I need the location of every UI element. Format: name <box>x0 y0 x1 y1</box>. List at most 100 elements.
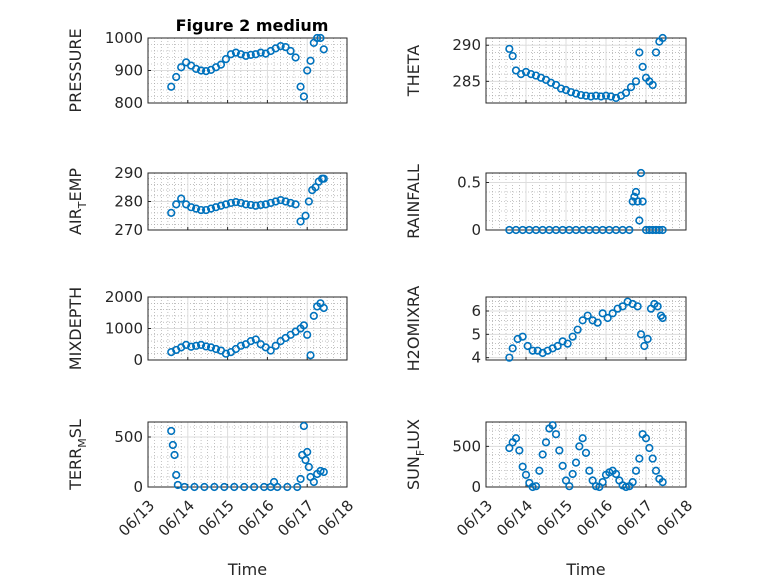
x-tick-label: 06/15 <box>533 497 576 540</box>
data-point <box>598 478 607 487</box>
data-point <box>286 46 295 56</box>
data-point <box>651 48 661 57</box>
data-point <box>625 225 634 235</box>
data-point <box>187 203 196 212</box>
y-tick-label: 800 <box>114 94 143 112</box>
data-point <box>261 200 270 209</box>
data-point <box>191 64 201 73</box>
axes-box <box>485 421 687 488</box>
data-point <box>523 341 532 351</box>
data-point <box>596 92 606 101</box>
data-point <box>631 187 641 197</box>
y-tick-label: 0 <box>133 478 143 496</box>
data-point <box>170 450 179 460</box>
data-point <box>226 50 236 59</box>
data-point <box>172 200 181 209</box>
data-point <box>563 339 572 348</box>
y-tick-label: 280 <box>114 193 143 211</box>
data-point <box>190 482 199 492</box>
data-point <box>306 351 315 360</box>
x-tick-label: 06/16 <box>573 497 616 540</box>
y-tick-label: 0 <box>471 221 481 239</box>
data-point <box>581 91 591 100</box>
data-point <box>172 72 181 82</box>
data-point <box>636 330 646 339</box>
data-point <box>618 302 627 311</box>
subplot-6: 4 5 6 H2OMIXRA <box>404 286 687 371</box>
data-point <box>553 341 562 351</box>
data-point <box>601 91 611 100</box>
data-point <box>556 84 566 93</box>
data-point <box>643 334 652 344</box>
data-point <box>246 50 255 60</box>
data-point <box>558 461 567 470</box>
data-point <box>250 482 259 492</box>
x-tick-label: 06/14 <box>155 497 198 540</box>
data-point <box>168 440 177 450</box>
data-point <box>633 197 642 206</box>
data-point <box>177 194 186 203</box>
data-point <box>196 66 206 75</box>
data-point <box>551 430 561 439</box>
data-point <box>583 311 592 320</box>
data-point <box>319 467 328 477</box>
data-point <box>638 197 647 206</box>
y-tick-label: 900 <box>114 62 143 80</box>
data-point <box>309 311 318 321</box>
data-point <box>648 454 657 463</box>
data-point <box>568 332 577 341</box>
data-point <box>304 462 313 472</box>
data-point <box>628 197 637 206</box>
y-tick-label: 0 <box>471 478 481 496</box>
data-point <box>581 448 591 457</box>
data-point <box>568 469 577 479</box>
data-point <box>578 316 587 325</box>
data-point <box>296 82 305 91</box>
y-tick-label: 1000 <box>105 320 143 338</box>
data-point <box>591 91 601 100</box>
data-point <box>505 443 514 453</box>
data-point <box>635 216 644 225</box>
data-point <box>241 200 250 209</box>
data-point <box>256 200 265 210</box>
data-point <box>276 195 285 205</box>
y-tick-label: 2000 <box>105 288 143 306</box>
data-point <box>541 438 551 447</box>
y-axis-label: MIXDEPTH <box>66 287 85 370</box>
data-point <box>201 342 211 351</box>
data-point <box>598 309 607 318</box>
data-point <box>281 197 290 206</box>
data-point <box>653 302 662 311</box>
y-axis-label: AIRTEMP <box>66 168 89 235</box>
data-point <box>566 88 576 97</box>
data-point <box>210 482 219 492</box>
axes-box <box>485 37 687 104</box>
data-point <box>555 446 564 455</box>
axes-box <box>147 37 348 104</box>
data-point <box>241 51 250 60</box>
data-point <box>211 344 221 354</box>
subplot-4: 0 0.5 RAINFALL <box>404 164 687 239</box>
x-tick-label: 06/17 <box>274 497 317 540</box>
subplot-1: 800 900 1000 PRESSURE <box>66 28 348 113</box>
data-point <box>231 197 240 207</box>
axes-box <box>485 296 687 361</box>
data-point <box>309 477 318 487</box>
data-point <box>636 168 646 178</box>
data-point <box>628 478 637 487</box>
data-point <box>167 208 176 217</box>
data-point <box>221 349 231 358</box>
y-tick-label: 285 <box>452 72 481 90</box>
data-point <box>283 482 292 492</box>
data-point <box>172 470 181 480</box>
data-point <box>651 466 661 475</box>
data-point <box>535 466 544 475</box>
data-point <box>216 201 226 210</box>
data-point <box>226 198 236 208</box>
data-point <box>281 42 290 52</box>
data-point <box>220 482 229 492</box>
data-point <box>576 90 586 100</box>
y-axis-label: TERRMSL <box>66 419 89 491</box>
y-tick-label: 4 <box>471 349 481 367</box>
